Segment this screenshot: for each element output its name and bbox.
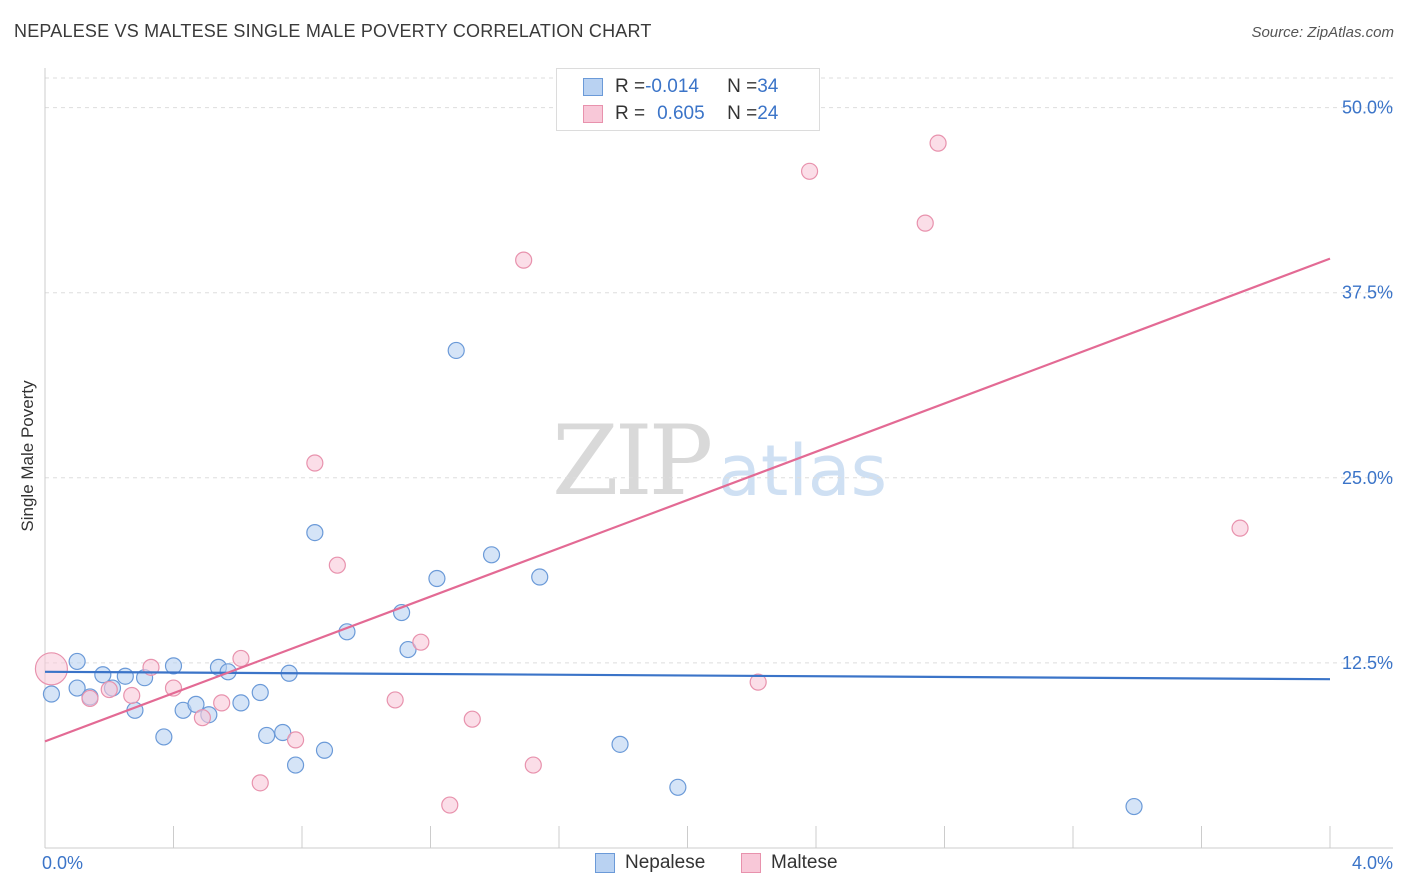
nepalese-point bbox=[68, 652, 86, 671]
nepalese-point bbox=[94, 666, 112, 684]
nepalese-point bbox=[68, 679, 86, 697]
bottom-legend-nepalese: Nepalese bbox=[595, 852, 705, 874]
nepalese-point bbox=[258, 726, 276, 745]
nepalese-n-label: N = bbox=[727, 76, 758, 97]
legend-row-maltese: R = 0.605 N = 24 bbox=[557, 101, 778, 127]
maltese-point bbox=[286, 731, 305, 749]
nepalese-point bbox=[611, 735, 629, 753]
maltese-point bbox=[524, 756, 542, 774]
nepalese-point bbox=[531, 568, 549, 586]
nepalese-swatch bbox=[583, 78, 603, 96]
y-tick-label-2: 37.5% bbox=[1342, 283, 1393, 303]
watermark-atlas: atlas bbox=[718, 430, 888, 512]
maltese-point bbox=[412, 633, 430, 651]
nepalese-point bbox=[1125, 797, 1143, 816]
maltese-point bbox=[123, 686, 141, 705]
x-tick-label-1: 4.0% bbox=[1352, 853, 1393, 873]
nepalese-point bbox=[164, 657, 183, 675]
maltese-r-value: 0.605 bbox=[657, 103, 705, 124]
maltese-point bbox=[34, 652, 69, 686]
bottom-maltese-swatch bbox=[741, 853, 761, 873]
y-tick-label-0: 12.5% bbox=[1342, 653, 1393, 673]
maltese-point bbox=[81, 689, 99, 708]
maltese-point bbox=[916, 214, 934, 232]
stats-legend: R = -0.014 N = 34 R = 0.605 N = 24 bbox=[556, 68, 820, 131]
nepalese-r-value: -0.014 bbox=[645, 76, 699, 97]
maltese-point bbox=[463, 710, 481, 728]
bottom-nepalese-swatch bbox=[595, 853, 615, 873]
bottom-maltese-label: Maltese bbox=[771, 852, 838, 873]
maltese-point bbox=[1231, 519, 1249, 537]
nepalese-r-label: R = bbox=[615, 76, 646, 97]
nepalese-point bbox=[42, 685, 61, 703]
maltese-point bbox=[232, 649, 250, 668]
source-label: Source: ZipAtlas.com bbox=[1251, 24, 1394, 41]
chart-title: NEPALESE VS MALTESE SINGLE MALE POVERTY … bbox=[14, 21, 652, 41]
nepalese-trend-line bbox=[44, 670, 1331, 681]
nepalese-n-value: 34 bbox=[757, 76, 779, 97]
nepalese-point bbox=[482, 546, 501, 564]
bottom-legend-maltese: Maltese bbox=[741, 852, 838, 874]
nepalese-point bbox=[251, 683, 269, 702]
bottom-nepalese-label: Nepalese bbox=[625, 852, 706, 873]
nepalese-point bbox=[232, 694, 250, 712]
nepalese-point bbox=[315, 741, 334, 759]
maltese-point bbox=[251, 774, 269, 792]
maltese-point bbox=[749, 673, 767, 691]
maltese-point bbox=[193, 709, 212, 727]
maltese-point bbox=[213, 694, 231, 712]
nepalese-point bbox=[116, 667, 134, 685]
maltese-point bbox=[929, 134, 947, 152]
x-tick-label-0: 0.0% bbox=[42, 853, 83, 873]
y-tick-label-3: 50.0% bbox=[1342, 98, 1393, 118]
maltese-r-label: R = bbox=[615, 103, 646, 124]
watermark-zip: ZIP bbox=[552, 405, 713, 517]
maltese-trend-line bbox=[44, 257, 1331, 743]
nepalese-point bbox=[669, 778, 687, 796]
nepalese-point bbox=[399, 640, 417, 659]
nepalese-point bbox=[274, 723, 292, 742]
nepalese-point bbox=[447, 341, 465, 360]
maltese-n-label: N = bbox=[727, 103, 758, 124]
maltese-point bbox=[515, 251, 533, 269]
maltese-n-value: 24 bbox=[757, 103, 779, 124]
maltese-point bbox=[441, 796, 459, 814]
maltese-point bbox=[800, 162, 819, 180]
nepalese-point bbox=[155, 728, 173, 746]
maltese-swatch bbox=[583, 105, 603, 123]
legend-row-nepalese: R = -0.014 N = 34 bbox=[557, 74, 778, 100]
maltese-point bbox=[100, 680, 118, 699]
maltese-point bbox=[306, 454, 324, 472]
maltese-point bbox=[328, 556, 346, 574]
nepalese-point bbox=[428, 569, 446, 588]
maltese-point bbox=[386, 691, 404, 709]
y-tick-label-1: 25.0% bbox=[1342, 468, 1393, 488]
nepalese-point bbox=[286, 756, 305, 774]
nepalese-point bbox=[306, 523, 324, 542]
